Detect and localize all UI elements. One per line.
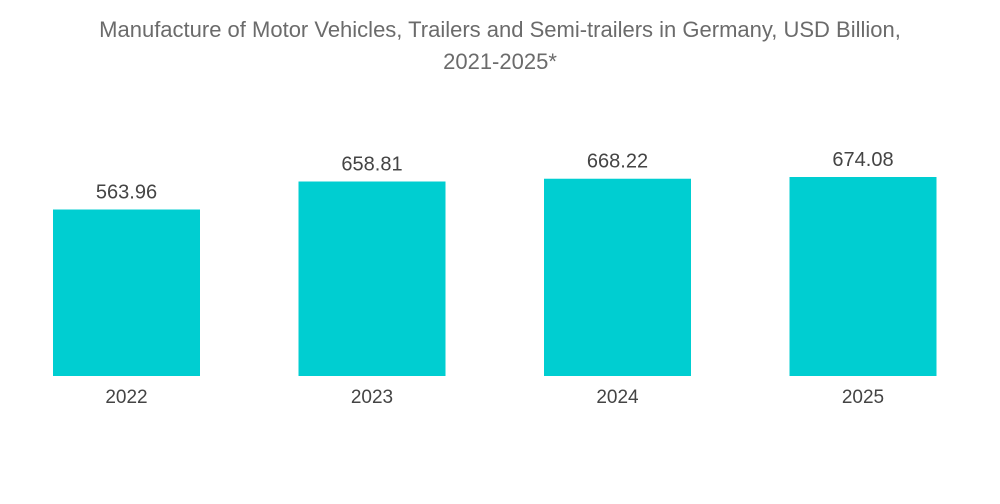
x-tick-label-2022: 2022 <box>105 387 147 408</box>
bar-2025 <box>789 177 937 376</box>
data-label-2023: 658.81 <box>341 154 402 176</box>
bar-2023 <box>298 181 446 376</box>
x-tick-label-2023: 2023 <box>351 387 393 408</box>
x-tick-label-2025: 2025 <box>842 387 884 408</box>
bar-2024 <box>544 178 691 376</box>
x-tick-label-2024: 2024 <box>596 387 639 408</box>
data-label-2025: 674.08 <box>832 149 893 171</box>
chart-title-line-2: 2021-2025* <box>443 49 557 74</box>
bar-2022 <box>53 209 200 376</box>
data-label-2022: 563.96 <box>96 182 157 204</box>
chart-title: Manufacture of Motor Vehicles, Trailers … <box>0 14 1000 78</box>
chart-title-line-1: Manufacture of Motor Vehicles, Trailers … <box>99 17 901 42</box>
data-label-2024: 668.22 <box>587 151 648 173</box>
